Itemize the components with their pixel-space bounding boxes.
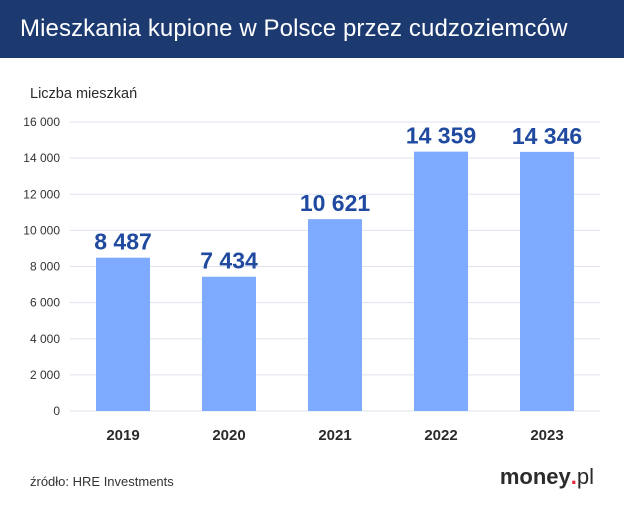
- y-tick-label: 2 000: [30, 368, 60, 382]
- y-tick-label: 6 000: [30, 296, 60, 310]
- data-label: 8 487: [94, 229, 152, 255]
- y-tick-label: 8 000: [30, 260, 60, 274]
- x-tick-label: 2023: [530, 427, 563, 444]
- y-tick-label: 10 000: [23, 223, 60, 237]
- y-tick-label: 0: [53, 404, 60, 418]
- x-tick-label: 2019: [106, 427, 139, 444]
- bar: [202, 276, 256, 411]
- y-tick-label: 4 000: [30, 332, 60, 346]
- bar: [414, 151, 468, 411]
- data-label: 14 359: [406, 123, 476, 149]
- x-tick-label: 2020: [212, 427, 245, 444]
- y-axis-title: Liczba mieszkań: [30, 86, 138, 102]
- data-label: 7 434: [200, 248, 258, 274]
- chart-title-banner: Mieszkania kupione w Polsce przez cudzoz…: [0, 0, 624, 58]
- data-label: 14 346: [512, 123, 582, 149]
- chart-title: Mieszkania kupione w Polsce przez cudzoz…: [20, 15, 568, 42]
- x-tick-label: 2022: [424, 427, 457, 444]
- y-tick-label: 16 000: [23, 115, 60, 129]
- data-label: 10 621: [300, 190, 371, 216]
- y-tick-label: 12 000: [23, 187, 60, 201]
- money-pl-logo: money. pl: [499, 464, 594, 489]
- source-note: źródło: HRE Investments: [30, 474, 174, 489]
- x-tick-label: 2021: [318, 427, 351, 444]
- bar-chart: 0 2 000 4 000 6 000 8 000 10 000 12 000 14 000 1…: [23, 115, 600, 444]
- y-tick-label: 14 000: [23, 151, 60, 165]
- bar: [520, 151, 574, 411]
- bar: [308, 219, 362, 411]
- bar: [96, 257, 150, 411]
